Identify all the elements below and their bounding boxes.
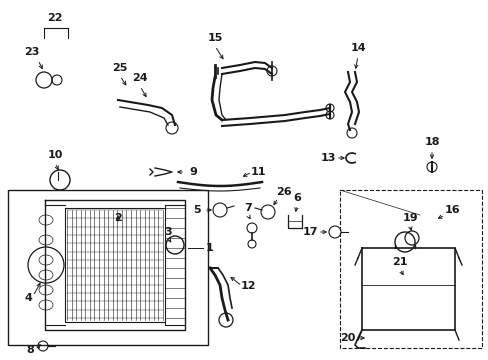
Text: 1: 1 — [206, 243, 213, 253]
Text: 10: 10 — [47, 150, 62, 160]
Bar — [164, 205, 184, 325]
Text: 20: 20 — [340, 333, 355, 343]
Text: 7: 7 — [244, 203, 251, 213]
Text: 14: 14 — [349, 43, 365, 53]
Text: 18: 18 — [424, 137, 439, 147]
Text: 22: 22 — [47, 13, 62, 23]
Text: 23: 23 — [24, 47, 40, 57]
Text: 11: 11 — [250, 167, 265, 177]
Text: 13: 13 — [320, 153, 335, 163]
Text: 26: 26 — [276, 187, 291, 197]
Text: 6: 6 — [292, 193, 300, 203]
Text: 17: 17 — [302, 227, 317, 237]
Text: 8: 8 — [26, 345, 34, 355]
Text: 9: 9 — [189, 167, 197, 177]
Text: 15: 15 — [207, 33, 222, 43]
Text: 24: 24 — [132, 73, 147, 83]
Text: 19: 19 — [401, 213, 417, 223]
Text: 12: 12 — [240, 281, 255, 291]
Text: 21: 21 — [391, 257, 407, 267]
Text: 16: 16 — [443, 205, 459, 215]
Bar — [8, 190, 207, 345]
Text: 5: 5 — [193, 205, 201, 215]
Text: 25: 25 — [112, 63, 127, 73]
Text: 2: 2 — [114, 213, 122, 223]
Text: 3: 3 — [164, 227, 171, 237]
Bar — [339, 190, 481, 348]
Text: 4: 4 — [24, 293, 32, 303]
